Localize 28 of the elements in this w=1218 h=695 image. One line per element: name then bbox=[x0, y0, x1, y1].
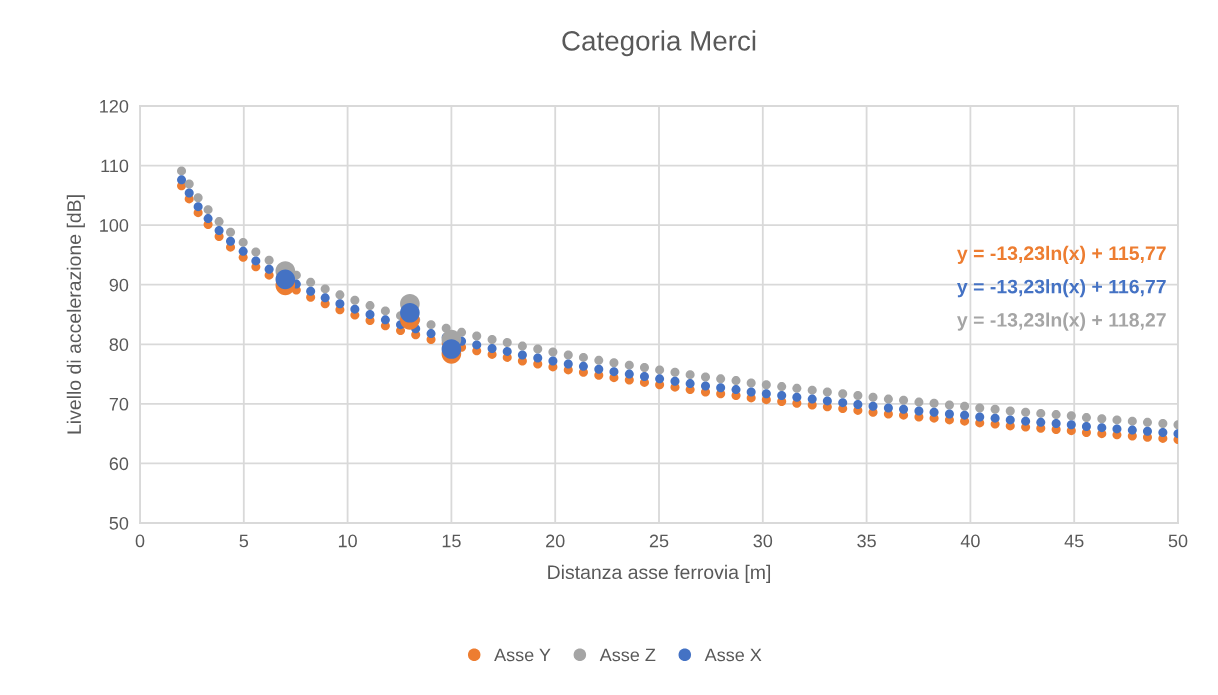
x-tick-label: 25 bbox=[649, 534, 669, 548]
x-tick-label: 45 bbox=[1064, 534, 1084, 548]
x-tick-label: 20 bbox=[546, 534, 565, 548]
x-tick-label: 30 bbox=[753, 534, 773, 548]
y-tick-label: 120 bbox=[100, 99, 129, 113]
x-axis-title: Distanza asse ferrovia [m] bbox=[548, 564, 771, 583]
legend-label: Asse X bbox=[704, 648, 762, 662]
y-tick-label: 100 bbox=[100, 219, 129, 232]
legend-label: Asse Z bbox=[599, 648, 656, 662]
y-tick-label: 110 bbox=[101, 159, 129, 173]
chart-title: Categoria Merci bbox=[562, 30, 756, 57]
x-tick-label: 0 bbox=[135, 534, 145, 548]
x-tick-label: 50 bbox=[1168, 534, 1188, 548]
annotation: y = -13,23ln(x) + 115,77 bbox=[957, 245, 1166, 264]
y-axis-title: Livello di accelerazione [dB] bbox=[66, 195, 85, 434]
x-tick-label: 40 bbox=[960, 534, 980, 548]
annotation: y = -13,23ln(x) + 118,27 bbox=[957, 312, 1166, 331]
legend-label: Asse Y bbox=[494, 648, 551, 662]
y-tick-label: 70 bbox=[109, 397, 129, 411]
y-tick-label: 50 bbox=[109, 516, 129, 530]
x-tick-label: 15 bbox=[442, 534, 461, 548]
y-tick-label: 80 bbox=[109, 338, 129, 352]
y-tick-label: 90 bbox=[109, 278, 129, 292]
x-tick-label: 5 bbox=[239, 534, 249, 548]
y-tick-label: 60 bbox=[109, 457, 129, 471]
x-tick-label: 10 bbox=[338, 534, 357, 548]
x-tick-label: 35 bbox=[857, 534, 876, 548]
annotation: y = -13,23ln(x) + 116,77 bbox=[957, 279, 1166, 298]
